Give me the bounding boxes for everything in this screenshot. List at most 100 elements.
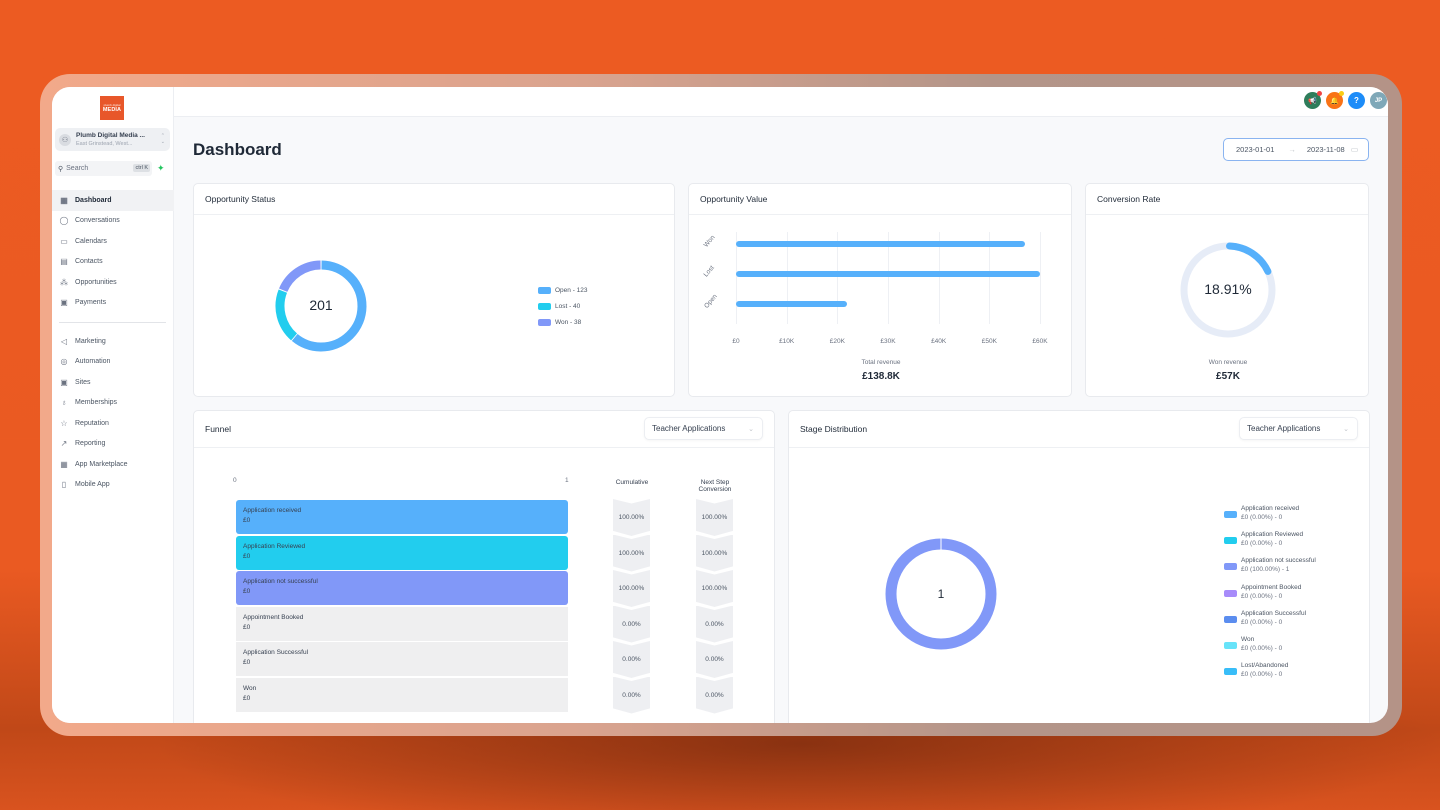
legend-detail: £0 (0.00%) - 0 xyxy=(1241,540,1283,548)
gridline xyxy=(938,232,940,324)
x-tick-label: £60K xyxy=(1032,338,1048,345)
search-button[interactable]: ⚲ Search ctrl K xyxy=(55,161,152,176)
next-step-cell: 100.00% xyxy=(696,499,733,536)
legend-item[interactable]: Application not successful £0 (100.00%) -… xyxy=(1224,556,1316,582)
legend-detail: £0 (0.00%) - 0 xyxy=(1241,618,1283,626)
notifications-button[interactable]: 🔔 xyxy=(1326,91,1344,109)
sidebar-nav: ▦ Dashboard ◯ Conversations ▭ Calendars ▤ Conta… xyxy=(52,190,174,495)
legend-stage: Appointment Booked xyxy=(1241,583,1302,591)
next-step-cell: 100.00% xyxy=(696,570,733,607)
funnel-stage-value: £0 xyxy=(243,623,251,631)
bar-open[interactable] xyxy=(736,301,848,307)
legend-item[interactable]: Open - 123 xyxy=(538,282,588,298)
start-date[interactable]: 2023-01-01 xyxy=(1236,145,1275,154)
sidebar-item-conversations[interactable]: ◯ Conversations xyxy=(52,211,174,232)
legend-item[interactable]: Won £0 (0.00%) - 0 xyxy=(1224,635,1316,661)
funnel-stage-bar[interactable]: Application Successful £0 xyxy=(236,642,568,676)
sidebar-item-reputation[interactable]: ☆ Reputation xyxy=(52,413,174,434)
funnel-stage-name: Won xyxy=(243,684,257,692)
cumulative-cell: 100.00% xyxy=(613,534,650,572)
funnel-stage-bar[interactable]: Application not successful £0 xyxy=(236,571,568,605)
app-window: plumb digital MEDIA ⚇ Plumb Digital Medi… xyxy=(52,87,1388,723)
sidebar-item-dashboard[interactable]: ▦ Dashboard xyxy=(52,190,174,211)
automation-icon: ◎ xyxy=(60,357,68,367)
funnel-stage-bar[interactable]: Application Reviewed £0 xyxy=(236,535,568,570)
legend-item[interactable]: Lost/Abandoned £0 (0.00%) - 0 xyxy=(1224,661,1316,687)
stage-pipeline-dropdown[interactable]: Teacher Applications ⌄ xyxy=(1239,417,1358,440)
stage-distribution-donut-chart xyxy=(885,537,997,650)
apps-grid-icon: ▦ xyxy=(60,459,68,469)
account-location: East Grinstead, West... xyxy=(76,140,133,147)
card-title: Opportunity Value xyxy=(689,184,1071,215)
help-button[interactable]: ? xyxy=(1348,92,1365,109)
chat-bubble-icon: ◯ xyxy=(59,216,69,226)
legend-item[interactable]: Application received £0 (0.00%) - 0 xyxy=(1224,504,1316,530)
won-revenue-label: Won revenue xyxy=(1208,359,1248,366)
legend-swatch xyxy=(538,286,551,294)
funnel-stage-value: £0 xyxy=(243,552,251,560)
trend-icon: ↗ xyxy=(60,439,68,449)
sidebar-item-payments[interactable]: ▣ Payments xyxy=(52,293,174,314)
user-avatar-button[interactable]: JP xyxy=(1370,92,1387,109)
legend-swatch xyxy=(1224,668,1237,676)
next-step-cell: 0.00% xyxy=(696,641,733,678)
logo-big-text: MEDIA xyxy=(102,107,122,113)
sidebar-item-label: Opportunities xyxy=(75,278,117,286)
arrow-right-icon: → xyxy=(1288,145,1296,154)
funnel-stage-name: Appointment Booked xyxy=(243,613,304,621)
card-title: Funnel xyxy=(194,411,774,448)
announcements-button[interactable]: 📢 xyxy=(1304,91,1322,109)
sidebar-item-marketing[interactable]: ◁ Marketing xyxy=(52,331,174,352)
funnel-stage-bar[interactable]: Appointment Booked £0 xyxy=(236,606,568,641)
search-label: Search xyxy=(66,165,89,172)
gridline xyxy=(736,232,737,324)
conversion-rate-card: Conversion Rate 18.91% Won revenue £57K xyxy=(1085,183,1369,397)
sidebar-item-opportunities[interactable]: ⁂ Opportunities xyxy=(52,272,174,293)
brand-logo[interactable]: plumb digital MEDIA xyxy=(100,96,124,120)
sidebar-item-app-marketplace[interactable]: ▦ App Marketplace xyxy=(52,454,174,475)
logo-small-text: plumb digital xyxy=(103,103,121,107)
sidebar-item-reporting[interactable]: ↗ Reporting xyxy=(52,434,174,455)
sidebar-item-contacts[interactable]: ▤ Contacts xyxy=(52,252,174,273)
sidebar-item-label: Sites xyxy=(75,378,91,386)
legend-item[interactable]: Appointment Booked £0 (0.00%) - 0 xyxy=(1224,583,1316,609)
sidebar-item-memberships[interactable]: ♁ Memberships xyxy=(52,393,174,414)
y-tick-label: Open xyxy=(703,293,719,310)
stage-distribution-legend: Application received £0 (0.00%) - 0 Applic… xyxy=(1224,504,1316,687)
notification-dot xyxy=(1317,91,1322,96)
calendar-icon: ▭ xyxy=(1350,145,1359,154)
legend-item[interactable]: Application Successful £0 (0.00%) - 0 xyxy=(1224,609,1316,635)
legend-detail: £0 (0.00%) - 0 xyxy=(1241,644,1283,652)
funnel-card: Funnel Teacher Applications ⌄ 0 1 Cumula… xyxy=(193,410,775,723)
legend-item[interactable]: Lost - 40 xyxy=(538,298,588,314)
date-range-picker[interactable]: 2023-01-01 → 2023-11-08 ▭ xyxy=(1223,138,1369,161)
account-switcher[interactable]: ⚇ Plumb Digital Media ... East Grinstead… xyxy=(55,128,170,151)
sites-icon: ▣ xyxy=(60,377,68,387)
sidebar-item-calendars[interactable]: ▭ Calendars xyxy=(52,231,174,252)
top-bar: 📢 🔔? JP xyxy=(174,87,1388,117)
cumulative-cell: 0.00% xyxy=(613,676,650,714)
funnel-stage-bar[interactable]: Won £0 xyxy=(236,677,568,712)
sidebar-item-sites[interactable]: ▣ Sites xyxy=(52,372,174,393)
x-tick-label: £30K xyxy=(880,338,896,345)
legend-stage: Application Reviewed xyxy=(1241,531,1304,539)
funnel-stage-bar[interactable]: Application received £0 xyxy=(236,500,568,534)
legend-item[interactable]: Application Reviewed £0 (0.00%) - 0 xyxy=(1224,530,1316,556)
quick-action-sparkle-icon[interactable]: ✦ xyxy=(157,163,165,173)
legend-label: Won - 38 xyxy=(555,318,582,326)
funnel-pipeline-dropdown[interactable]: Teacher Applications ⌄ xyxy=(644,417,763,440)
sidebar-item-automation[interactable]: ◎ Automation xyxy=(52,352,174,373)
sidebar-item-mobile-app[interactable]: ▯ Mobile App xyxy=(52,475,174,496)
bar-lost[interactable] xyxy=(736,271,1040,277)
funnel-stage-name: Application received xyxy=(243,507,302,514)
funnel-stage-name: Application Successful xyxy=(243,649,309,656)
opportunities-icon: ⁂ xyxy=(60,277,68,287)
gridline xyxy=(786,232,788,324)
next-step-cell: 100.00% xyxy=(696,534,733,572)
mobile-icon: ▯ xyxy=(61,480,67,490)
grid-icon: ▦ xyxy=(60,195,68,205)
end-date[interactable]: 2023-11-08 xyxy=(1306,145,1345,154)
legend-item[interactable]: Won - 38 xyxy=(538,314,588,330)
conversion-rate-value: 18.91% xyxy=(1204,281,1252,297)
bar-won[interactable] xyxy=(736,241,1025,247)
